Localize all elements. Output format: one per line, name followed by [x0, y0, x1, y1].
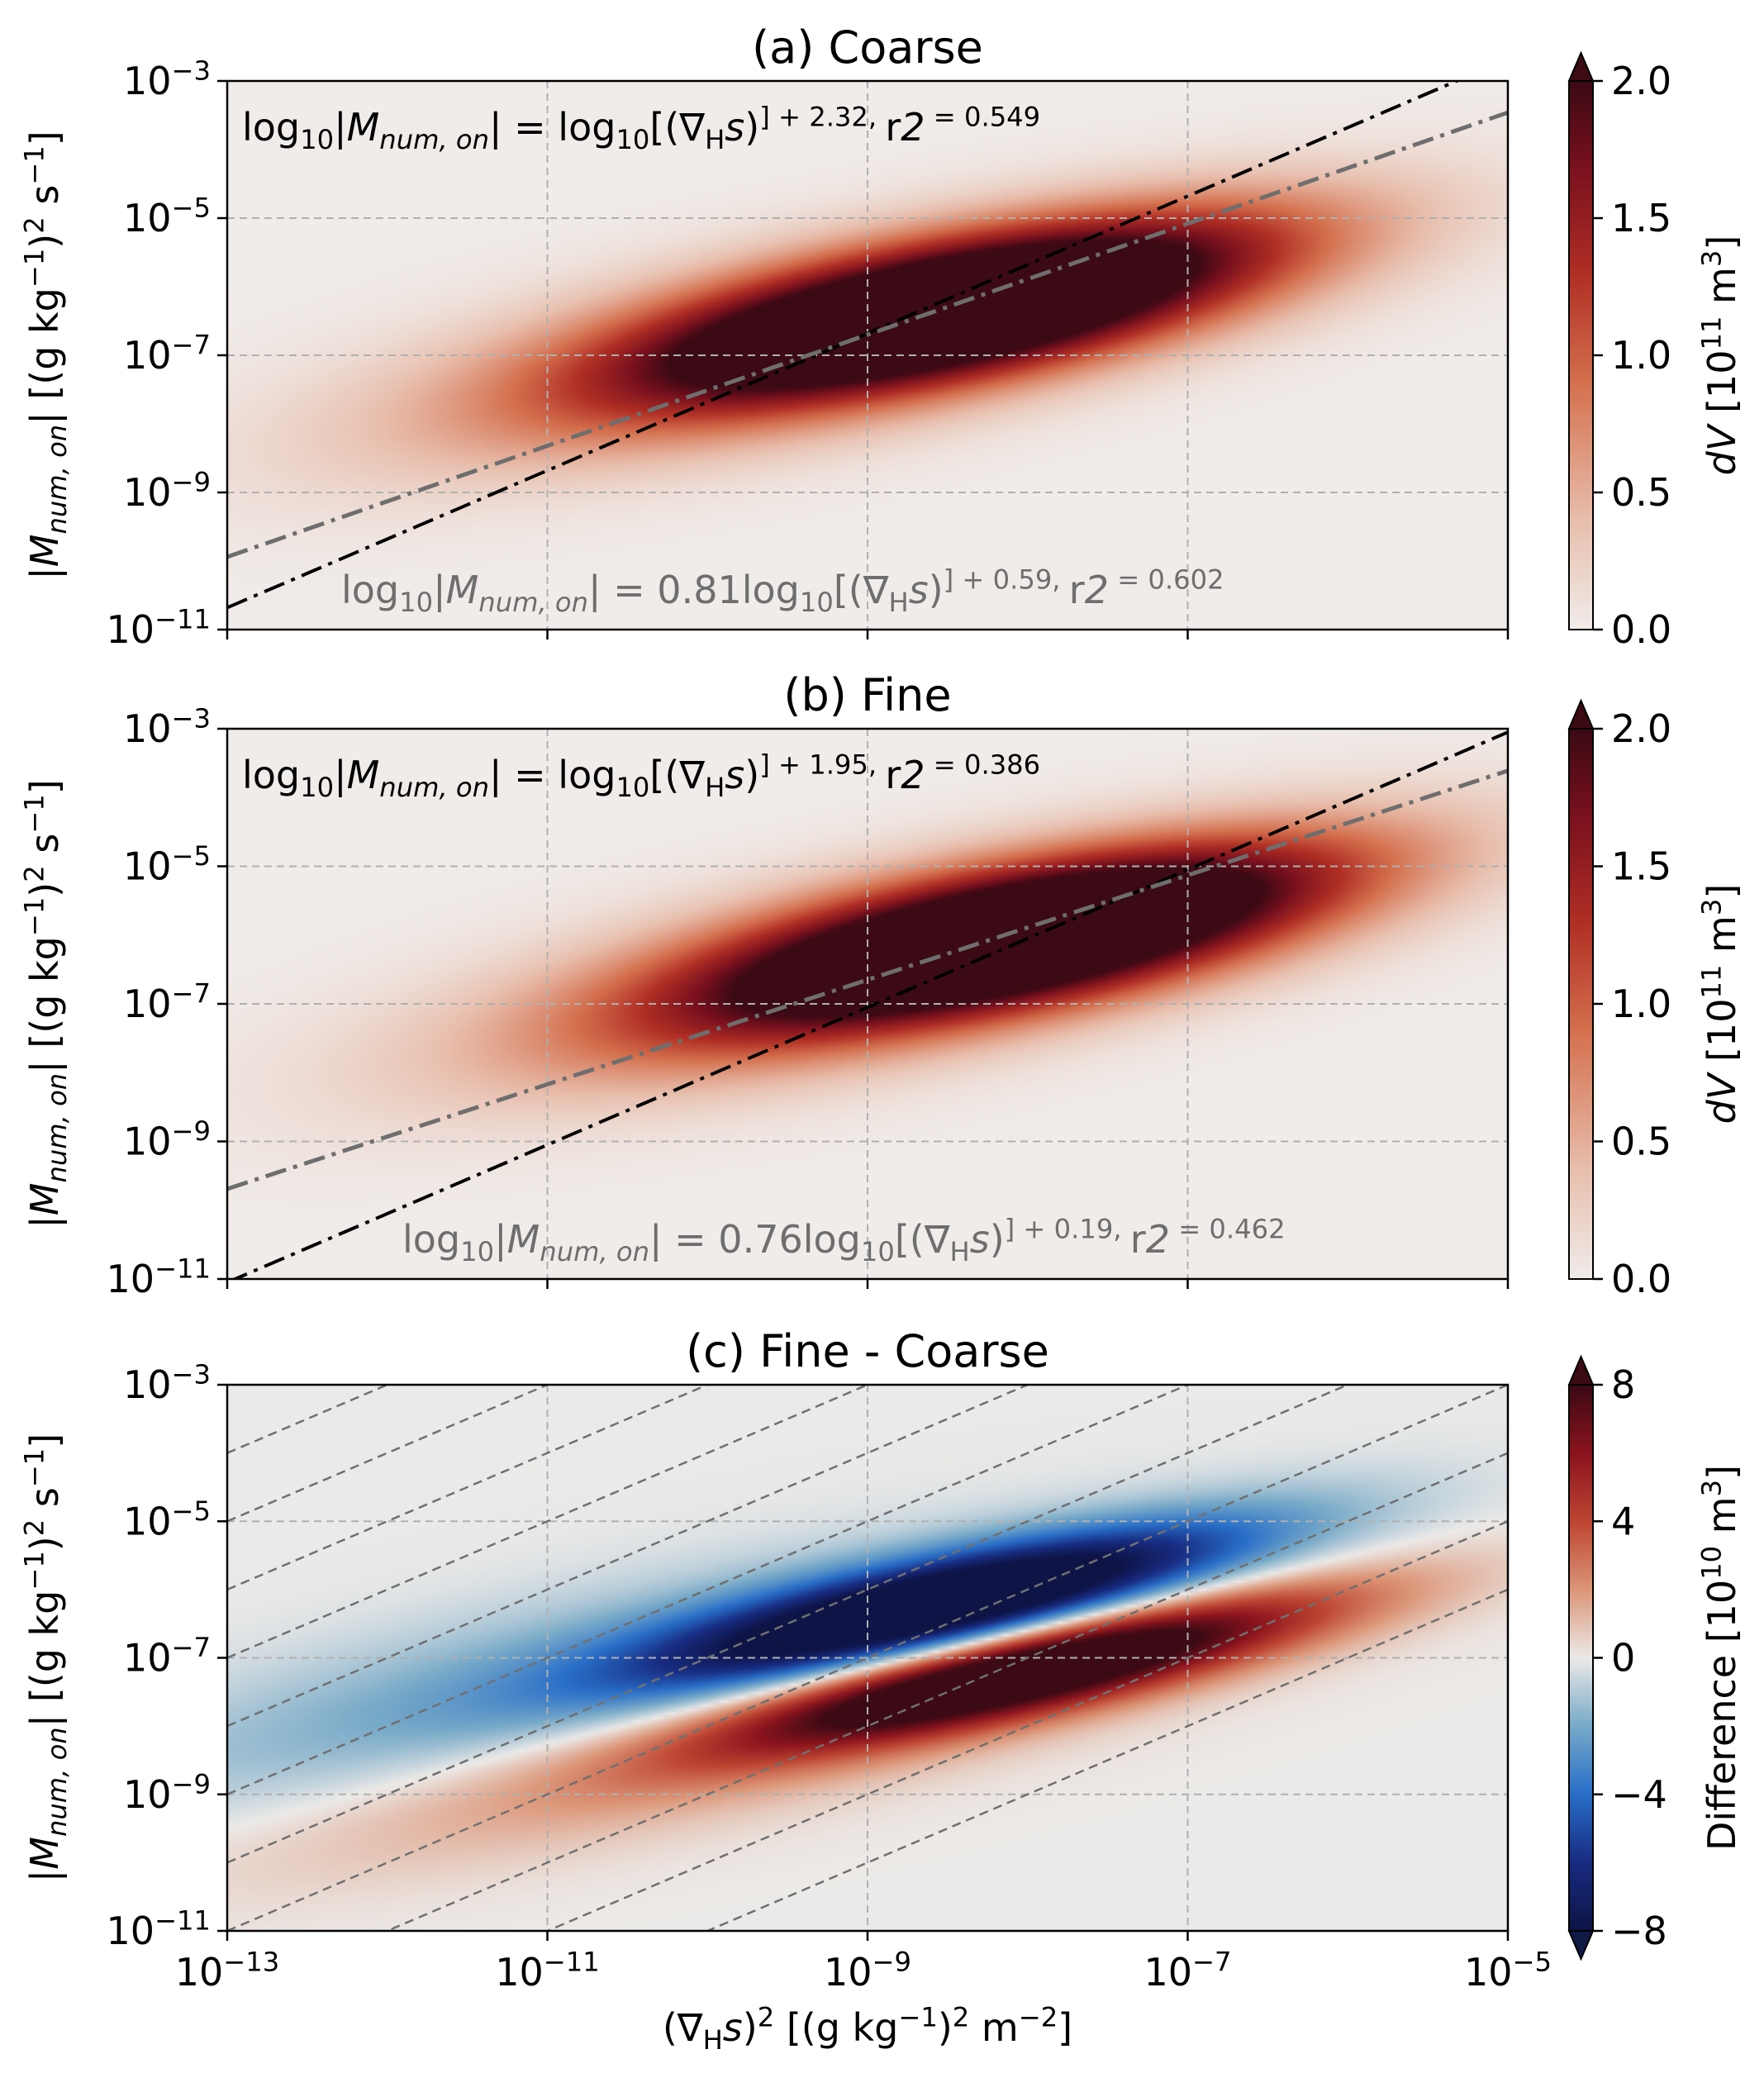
- y-tick-label: 10−9: [123, 1115, 211, 1164]
- y-tick-label: 10−11: [107, 604, 211, 653]
- reference-line: [544, 1520, 1508, 1931]
- fit-equation-label: log10|Mnum, on| = 0.76log10[(∇Hs)] + 0.1…: [402, 1214, 1286, 1268]
- reference-line: [227, 1385, 871, 1659]
- y-tick-label: 10−7: [123, 330, 211, 378]
- reference-line: [227, 1385, 1191, 1795]
- y-tick-label: 10−3: [123, 1359, 211, 1408]
- unit-slope-fit-line: [231, 730, 1508, 1279]
- colorbar-tick-label: 1.0: [1611, 982, 1671, 1026]
- colorbar-tick-label: 0: [1611, 1636, 1635, 1681]
- colorbar-tick-label: 2.0: [1611, 59, 1671, 103]
- colorbar-tick-label: −4: [1611, 1772, 1667, 1817]
- fit-lines: [227, 730, 1508, 1279]
- reference-line: [227, 1385, 1351, 1864]
- y-axis-label: |Mnum, on| [(g kg−1)2 s−1]: [19, 779, 74, 1228]
- fit-lines: [227, 81, 1508, 610]
- x-tick-label: 10−11: [495, 1947, 599, 1995]
- colorbar-tick-label: 0.5: [1611, 1120, 1671, 1164]
- y-axis-label: |Mnum, on| [(g kg−1)2 s−1]: [19, 131, 74, 579]
- reference-line: [384, 1452, 1508, 1931]
- colorbar-tick-label: 0.5: [1611, 470, 1671, 515]
- colorbar-label: dV [1011 m3]: [1696, 235, 1745, 476]
- y-tick-label: 10−5: [123, 1495, 211, 1544]
- reference-line: [227, 1385, 1030, 1728]
- x-axis-label: (∇Hs)2 [(g kg−1)2 m−2]: [663, 2002, 1072, 2056]
- panel-b: log10|Mnum, on| = log10[(∇Hs)] + 1.95, r…: [19, 669, 1745, 1301]
- x-tick-label: 10−7: [1144, 1947, 1232, 1995]
- y-axis-label: |Mnum, on| [(g kg−1)2 s−1]: [19, 1434, 74, 1882]
- y-tick-label: 10−7: [123, 1632, 211, 1681]
- y-tick-label: 10−11: [107, 1253, 211, 1302]
- colorbar-extend-max: [1567, 50, 1595, 82]
- y-tick-label: 10−9: [123, 1768, 211, 1817]
- panel-title: (a) Coarse: [752, 21, 983, 74]
- y-tick-label: 10−9: [123, 467, 211, 516]
- colorbar-label: Difference [1010 m3]: [1696, 1465, 1745, 1851]
- colorbar-tick-label: 0.0: [1611, 1257, 1671, 1301]
- reference-line: [705, 1588, 1508, 1931]
- colorbar-label: dV [1011 m3]: [1696, 884, 1745, 1124]
- colorbar-extend-max: [1567, 1354, 1595, 1386]
- free-slope-fit-line: [227, 768, 1508, 1191]
- colorbar-tick-label: −8: [1611, 1909, 1667, 1953]
- colorbar-extend-min: [1567, 1930, 1595, 1961]
- colorbar: 0.0 0.5 1.0 1.5 2.0 dV [1011 m3]: [1567, 698, 1745, 1301]
- colorbar-gradient: [1569, 729, 1593, 1279]
- colorbar-tick-label: 2.0: [1611, 706, 1671, 751]
- colorbar: 0.0 0.5 1.0 1.5 2.0 dV [1011 m3]: [1567, 50, 1745, 652]
- colorbar-tick-label: 1.5: [1611, 844, 1671, 889]
- colorbar-gradient: [1569, 81, 1593, 630]
- colorbar-tick-label: 1.0: [1611, 333, 1671, 378]
- fit-equation-label: log10|Mnum, on| = log10[(∇Hs)] + 2.32, r…: [242, 102, 1040, 156]
- x-tick-label: 10−5: [1464, 1947, 1552, 1995]
- y-tick-label: 10−5: [123, 193, 211, 241]
- grid-lines: [227, 729, 1508, 1279]
- colorbar-gradient: [1569, 1385, 1593, 1931]
- reference-line: [227, 1385, 711, 1591]
- y-tick-label: 10−3: [123, 703, 211, 752]
- x-tick-label: 10−9: [824, 1947, 911, 1995]
- free-slope-fit-line: [227, 110, 1508, 559]
- panel-c: (c) Fine - Coarse10−310−510−710−910−1110…: [19, 1325, 1745, 1995]
- panel-title: (c) Fine - Coarse: [686, 1325, 1049, 1377]
- colorbar-extend-max: [1567, 698, 1595, 730]
- colorbar: −8 −4 0 4 8 Difference [1010 m3]: [1567, 1354, 1745, 1961]
- reference-line: [227, 1385, 1508, 1931]
- panel-title: (b) Fine: [783, 669, 951, 721]
- y-tick-label: 10−11: [107, 1905, 211, 1954]
- fit-equation-label: log10|Mnum, on| = log10[(∇Hs)] + 1.95, r…: [242, 749, 1040, 804]
- y-tick-label: 10−7: [123, 978, 211, 1027]
- fit-lines: [227, 1385, 1508, 1931]
- y-tick-label: 10−3: [123, 55, 211, 104]
- colorbar-tick-label: 1.5: [1611, 196, 1671, 240]
- panel-a: log10|Mnum, on| = log10[(∇Hs)] + 2.32, r…: [19, 21, 1745, 652]
- x-tick-label: 10−13: [175, 1947, 279, 1995]
- colorbar-tick-label: 0.0: [1611, 607, 1671, 652]
- fit-equation-label: log10|Mnum, on| = 0.81log10[(∇Hs)] + 0.5…: [341, 564, 1224, 619]
- colorbar-tick-label: 8: [1611, 1362, 1635, 1407]
- reference-line: [227, 1385, 550, 1523]
- y-tick-label: 10−5: [123, 840, 211, 889]
- colorbar-tick-label: 4: [1611, 1499, 1635, 1543]
- grid-lines: [227, 81, 1508, 630]
